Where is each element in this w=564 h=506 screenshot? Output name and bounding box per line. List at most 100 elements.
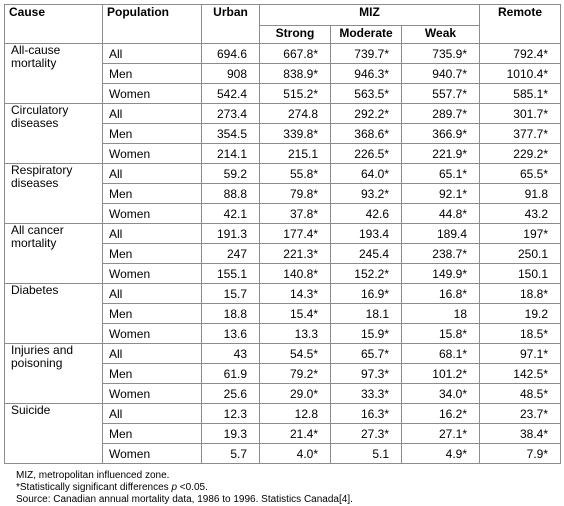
urban-cell: 247 (201, 243, 260, 264)
population-cell: All (102, 43, 202, 64)
urban-cell: 15.7 (201, 283, 260, 304)
header-weak: Weak (401, 25, 480, 44)
miz-moderate-cell: 97.3* (330, 363, 402, 384)
miz-moderate-cell: 245.4 (330, 243, 402, 264)
population-cell: Women (102, 143, 202, 164)
remote-cell: 197* (479, 223, 561, 244)
remote-cell: 48.5* (479, 383, 561, 404)
miz-strong-cell: 54.5* (259, 343, 331, 364)
urban-cell: 908 (201, 63, 260, 84)
cause-cell: Respiratory diseases (4, 163, 103, 224)
miz-weak-cell: 16.8* (401, 283, 480, 304)
miz-moderate-cell: 16.3* (330, 403, 402, 424)
miz-weak-cell: 557.7* (401, 83, 480, 104)
miz-strong-cell: 15.4* (259, 303, 331, 324)
note-source: Source: Canadian annual mortality data, … (16, 494, 561, 506)
miz-moderate-cell: 15.9* (330, 323, 402, 344)
miz-weak-cell: 34.0* (401, 383, 480, 404)
table-container: Cause Population Urban MIZ Remote Strong… (4, 4, 561, 506)
table-row: Women 155.1 140.8* 152.2* 149.9* 150.1 (5, 263, 561, 284)
miz-strong-cell: 515.2* (259, 83, 331, 104)
urban-cell: 273.4 (201, 103, 260, 124)
miz-weak-cell: 15.8* (401, 323, 480, 344)
miz-moderate-cell: 5.1 (330, 443, 402, 464)
remote-cell: 142.5* (479, 363, 561, 384)
urban-cell: 191.3 (201, 223, 260, 244)
urban-cell: 25.6 (201, 383, 260, 404)
remote-cell: 150.1 (479, 263, 561, 284)
table-row: Men 354.5 339.8* 368.6* 366.9* 377.7* (5, 123, 561, 144)
miz-moderate-cell: 563.5* (330, 83, 402, 104)
population-cell: Men (102, 363, 202, 384)
table-notes: MIZ, metropolitan influenced zone. *Stat… (4, 470, 561, 506)
remote-cell: 97.1* (479, 343, 561, 364)
remote-cell: 250.1 (479, 243, 561, 264)
remote-cell: 43.2 (479, 203, 561, 224)
miz-moderate-cell: 226.5* (330, 143, 402, 164)
table-header: Cause Population Urban MIZ Remote Strong… (4, 4, 561, 44)
miz-weak-cell: 18 (401, 303, 480, 324)
population-cell: All (102, 283, 202, 304)
header-miz: MIZ (259, 4, 480, 26)
miz-moderate-cell: 93.2* (330, 183, 402, 204)
note-significance-prefix: *Statistically significant differences (16, 482, 172, 493)
remote-cell: 7.9* (479, 443, 561, 464)
miz-weak-cell: 101.2* (401, 363, 480, 384)
miz-strong-cell: 14.3* (259, 283, 331, 304)
miz-weak-cell: 366.9* (401, 123, 480, 144)
table-row: Circulatory diseases All 273.4 274.8 292.2* 2… (4, 103, 561, 164)
miz-weak-cell: 65.1* (401, 163, 480, 184)
remote-cell: 377.7* (479, 123, 561, 144)
remote-cell: 585.1* (479, 83, 561, 104)
urban-cell: 694.6 (201, 43, 260, 64)
miz-strong-cell: 12.8 (259, 403, 331, 424)
population-cell: Men (102, 63, 202, 84)
table-row: Suicide All 12.3 12.8 16.3* 16.2* 23.7* (4, 403, 561, 464)
miz-weak-cell: 735.9* (401, 43, 480, 64)
population-cell: Women (102, 383, 202, 404)
table-row: Men 908 838.9* 946.3* 940.7* 1010.4* (5, 63, 561, 84)
mortality-table: Cause Population Urban MIZ Remote Strong… (4, 4, 561, 464)
miz-strong-cell: 177.4* (259, 223, 331, 244)
population-cell: Men (102, 423, 202, 444)
table-row: Women 13.6 13.3 15.9* 15.8* 18.5* (5, 323, 561, 344)
header-population: Population (102, 4, 202, 44)
table-body: All-cause mortality All 694.6 667.8* 739.7* 7… (4, 43, 561, 464)
miz-strong-cell: 21.4* (259, 423, 331, 444)
remote-cell: 18.8* (479, 283, 561, 304)
urban-cell: 19.3 (201, 423, 260, 444)
cause-cell: Diabetes (4, 283, 103, 344)
header-urban: Urban (201, 4, 260, 44)
table-row: Women 5.7 4.0* 5.1 4.9* 7.9* (5, 443, 561, 464)
urban-cell: 5.7 (201, 443, 260, 464)
miz-strong-cell: 221.3* (259, 243, 331, 264)
table-row: Men 18.8 15.4* 18.1 18 19.2 (5, 303, 561, 324)
miz-strong-cell: 79.2* (259, 363, 331, 384)
miz-weak-cell: 221.9* (401, 143, 480, 164)
miz-moderate-cell: 739.7* (330, 43, 402, 64)
miz-moderate-cell: 152.2* (330, 263, 402, 284)
miz-strong-cell: 4.0* (259, 443, 331, 464)
urban-cell: 42.1 (201, 203, 260, 224)
miz-moderate-cell: 16.9* (330, 283, 402, 304)
remote-cell: 38.4* (479, 423, 561, 444)
population-cell: Women (102, 443, 202, 464)
miz-moderate-cell: 946.3* (330, 63, 402, 84)
note-significance-suffix: <0.05. (177, 482, 208, 493)
population-cell: Men (102, 243, 202, 264)
note-source-label: Source (16, 494, 48, 505)
miz-strong-cell: 29.0* (259, 383, 331, 404)
urban-cell: 214.1 (201, 143, 260, 164)
urban-cell: 13.6 (201, 323, 260, 344)
miz-weak-cell: 44.8* (401, 203, 480, 224)
cause-cell: Circulatory diseases (4, 103, 103, 164)
miz-moderate-cell: 18.1 (330, 303, 402, 324)
note-source-text: : Canadian annual mortality data, 1986 t… (47, 494, 353, 505)
miz-strong-cell: 838.9* (259, 63, 331, 84)
table-row: Diabetes All 15.7 14.3* 16.9* 16.8* 18.8* (4, 283, 561, 344)
population-cell: All (102, 103, 202, 124)
miz-weak-cell: 27.1* (401, 423, 480, 444)
miz-weak-cell: 68.1* (401, 343, 480, 364)
miz-moderate-cell: 64.0* (330, 163, 402, 184)
remote-cell: 301.7* (479, 103, 561, 124)
